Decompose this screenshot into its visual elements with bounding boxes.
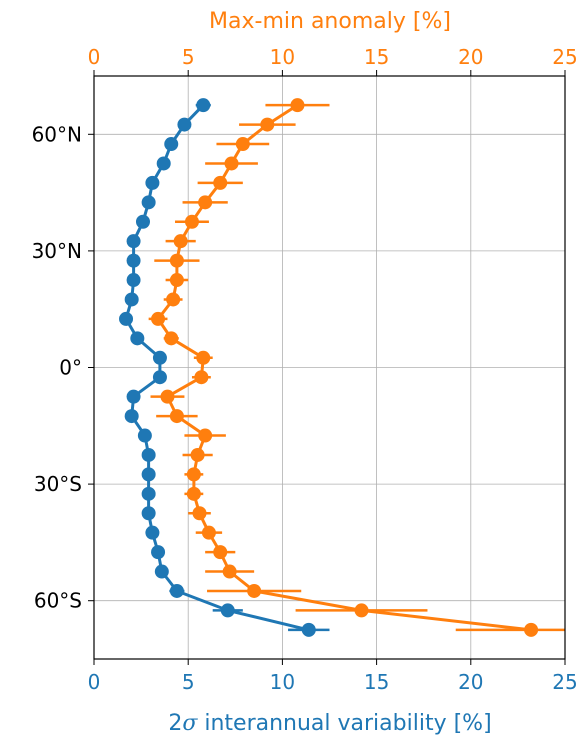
data-point (301, 622, 316, 637)
data-point (126, 389, 141, 404)
data-point (141, 447, 156, 462)
bottom-tick-label: 25 (552, 670, 577, 694)
data-point (213, 175, 228, 190)
data-point (154, 564, 169, 579)
data-point (130, 331, 145, 346)
data-point (247, 583, 262, 598)
bottom-tick-label: 0 (88, 670, 101, 694)
y-tick-label: 0° (59, 356, 82, 380)
data-point (169, 273, 184, 288)
data-point (524, 622, 539, 637)
data-point (169, 253, 184, 268)
y-tick-label: 30°N (32, 239, 82, 263)
data-point (160, 389, 175, 404)
top-tick-label: 5 (182, 45, 195, 69)
data-point (141, 467, 156, 482)
data-point (224, 156, 239, 171)
data-point (190, 447, 205, 462)
data-point (222, 564, 237, 579)
data-point (135, 214, 150, 229)
data-point (126, 253, 141, 268)
top-tick-label: 15 (364, 45, 389, 69)
data-point (119, 311, 134, 326)
data-point (198, 428, 213, 443)
data-point (213, 545, 228, 560)
bottom-axis-title-suffix: interannual variability [%] (197, 711, 491, 736)
data-point (192, 506, 207, 521)
data-point (141, 506, 156, 521)
data-point (169, 409, 184, 424)
series-top-axis (148, 98, 565, 637)
data-point (184, 214, 199, 229)
data-point (354, 603, 369, 618)
data-point (137, 428, 152, 443)
data-point (173, 234, 188, 249)
data-point (164, 331, 179, 346)
axes-layer: 0 5 10 15 20 25 0 5 10 15 20 25 60°N 30°N 0° 30°S 60°S (32, 45, 578, 694)
data-point (169, 583, 184, 598)
bottom-tick-label: 15 (364, 670, 389, 694)
data-point (152, 350, 167, 365)
y-tick-label: 60°N (32, 122, 82, 146)
data-point (156, 156, 171, 171)
data-point (186, 467, 201, 482)
data-point (126, 273, 141, 288)
top-tick-label: 10 (270, 45, 295, 69)
data-point (186, 486, 201, 501)
top-tick-label: 20 (458, 45, 483, 69)
data-point (151, 311, 166, 326)
y-tick-label: 60°S (34, 589, 82, 613)
data-point (141, 195, 156, 210)
data-point (198, 195, 213, 210)
series-bottom-axis (119, 98, 330, 637)
top-axis-title: Max-min anomaly [%] (209, 9, 451, 34)
data-point (126, 234, 141, 249)
series-layer (119, 98, 565, 637)
bottom-tick-label: 5 (182, 670, 195, 694)
data-point (164, 137, 179, 152)
data-point (260, 117, 275, 132)
data-point (124, 409, 139, 424)
data-point (145, 175, 160, 190)
data-point (196, 98, 211, 113)
top-tick-label: 0 (88, 45, 101, 69)
data-point (151, 545, 166, 560)
data-point (177, 117, 192, 132)
data-point (145, 525, 160, 540)
data-point (166, 292, 181, 307)
bottom-axis-title: 2σ interannual variability [%] (168, 711, 491, 736)
series-line (124, 104, 310, 632)
bottom-axis-title-prefix: 2 (168, 711, 182, 736)
data-point (194, 370, 209, 385)
data-point (201, 525, 216, 540)
data-point (196, 350, 211, 365)
bottom-axis-title-sigma: σ (182, 711, 198, 736)
bottom-tick-label: 10 (270, 670, 295, 694)
data-point (235, 137, 250, 152)
top-tick-label: 25 (552, 45, 577, 69)
series-line (156, 103, 532, 632)
y-tick-label: 30°S (34, 472, 82, 496)
data-point (290, 98, 305, 113)
data-point (124, 292, 139, 307)
data-point (220, 603, 235, 618)
bottom-tick-label: 20 (458, 670, 483, 694)
data-point (152, 370, 167, 385)
data-point (141, 486, 156, 501)
